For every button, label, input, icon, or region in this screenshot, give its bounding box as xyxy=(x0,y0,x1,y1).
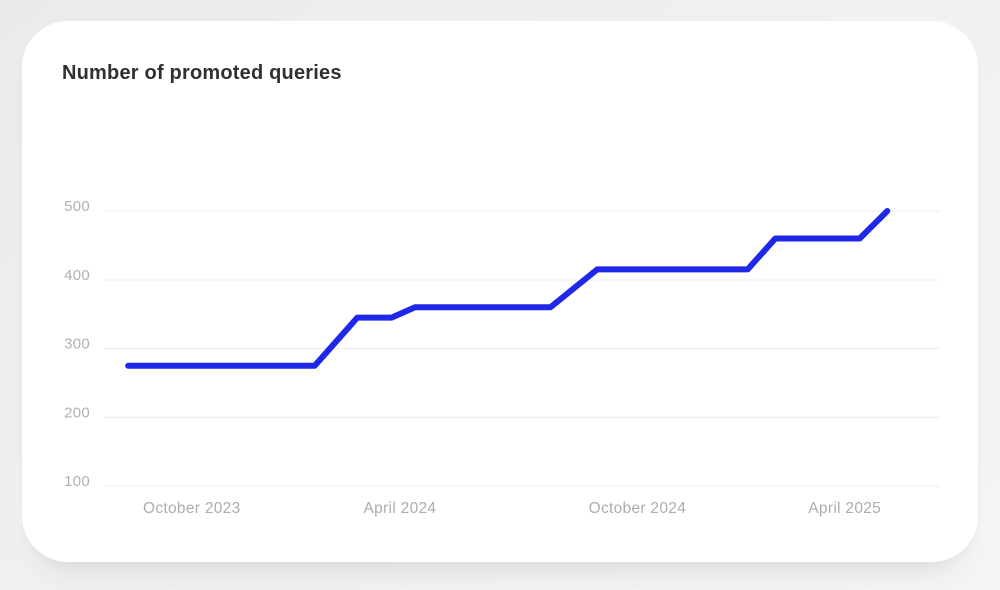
y-tick-label: 300 xyxy=(64,336,90,353)
x-tick-label: April 2025 xyxy=(808,500,881,517)
line-chart: 500 400 300 200 100 October 2023 April 2024 Oct… xyxy=(64,198,940,517)
chart-title: Number of promoted queries xyxy=(62,62,342,84)
series-line xyxy=(125,208,891,369)
x-tick-label: April 2024 xyxy=(364,500,437,517)
y-tick-label: 400 xyxy=(64,267,90,284)
chart-card: Number of promoted queries 500 400 300 200 1… xyxy=(22,21,978,562)
y-tick-label: 100 xyxy=(64,473,90,490)
y-tick-label: 500 xyxy=(64,198,90,215)
x-tick-label: October 2023 xyxy=(143,500,241,517)
y-tick-label: 200 xyxy=(64,404,90,421)
x-tick-label: October 2024 xyxy=(589,500,687,517)
